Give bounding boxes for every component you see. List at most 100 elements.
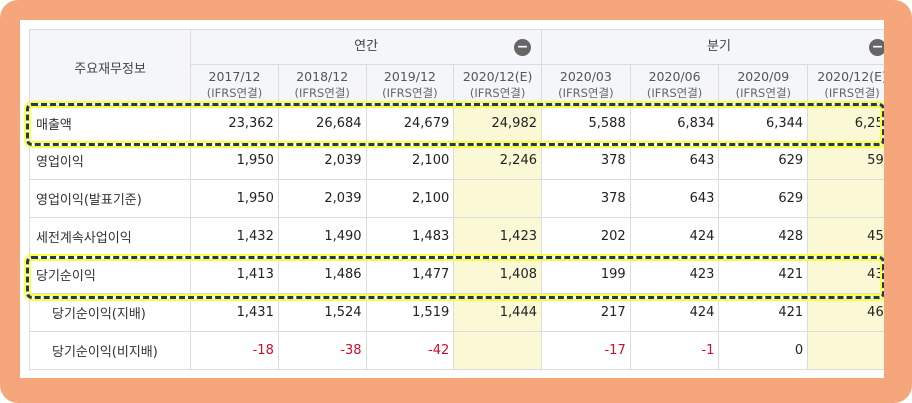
period-basis: (IFRS연결) xyxy=(382,86,438,100)
value-cell: 217 xyxy=(541,293,631,332)
row-label: 매출액 xyxy=(28,105,192,142)
annual-label: 연간 xyxy=(354,39,379,54)
quarterly-group-header: 분기 − xyxy=(541,29,884,65)
period-basis: (IFRS연결) xyxy=(558,86,614,100)
period-basis: (IFRS연결) xyxy=(646,86,703,100)
table-row: 당기순이익(지배) 1,431 1,524 1,519 1,444 217 424 421 46… xyxy=(28,293,884,332)
period-header: 2017/12 (IFRS연결) xyxy=(190,64,279,106)
period-basis: (IFRS연결) xyxy=(824,86,880,100)
row-label: 당기순이익(지배) xyxy=(28,293,192,332)
row-label: 당기순이익 xyxy=(28,255,192,294)
value-cell: 421 xyxy=(718,255,809,294)
quarterly-label: 분기 xyxy=(707,39,731,54)
collapse-annual-icon[interactable]: − xyxy=(514,39,531,56)
value-cell: -17 xyxy=(541,331,631,370)
value-cell: 460 xyxy=(807,293,884,332)
collapse-quarterly-icon[interactable]: − xyxy=(869,39,884,56)
value-cell: 643 xyxy=(629,179,720,218)
value-cell: 1,490 xyxy=(277,217,367,256)
value-cell: 0 xyxy=(718,331,809,370)
value-cell: 24,679 xyxy=(365,105,455,142)
table-row: 매출액 23,362 26,684 24,679 24,982 5,588 6,834 6,3… xyxy=(28,105,884,142)
period-label: 2017/12 xyxy=(208,69,261,84)
value-cell: 629 xyxy=(718,179,809,218)
value-cell: -42 xyxy=(365,331,455,370)
value-cell xyxy=(807,331,884,370)
value-cell: 1,950 xyxy=(190,141,279,180)
value-cell: 5,588 xyxy=(541,105,631,142)
period-header: 2020/06 (IFRS연결) xyxy=(629,64,720,106)
row-label: 영업이익(발표기준) xyxy=(28,179,192,218)
period-basis: (IFRS연결) xyxy=(469,86,526,100)
period-label: 2020/12(E) xyxy=(462,69,533,84)
value-cell: 2,100 xyxy=(365,141,455,180)
period-basis: (IFRS연결) xyxy=(735,86,792,100)
period-header: 2019/12 (IFRS연결) xyxy=(365,64,455,106)
value-cell: 643 xyxy=(629,141,720,180)
period-label: 2019/12 xyxy=(383,69,436,84)
period-header: 2020/09 (IFRS연결) xyxy=(718,64,809,106)
value-cell: 428 xyxy=(718,217,809,256)
period-label: 2018/12 xyxy=(296,69,349,84)
value-cell: 378 xyxy=(541,179,631,218)
value-cell: 2,039 xyxy=(277,141,367,180)
value-cell: 595 xyxy=(807,141,884,180)
value-cell: 1,444 xyxy=(453,293,542,332)
value-cell: 424 xyxy=(629,217,720,256)
value-cell: 2,100 xyxy=(365,179,455,218)
value-cell: 423 xyxy=(629,255,720,294)
value-cell: 424 xyxy=(629,293,720,332)
row-label: 세전계속사업이익 xyxy=(28,217,192,256)
period-basis: (IFRS연결) xyxy=(206,86,263,100)
value-cell: 459 xyxy=(807,217,884,256)
value-cell: 1,432 xyxy=(190,217,279,256)
period-header: 2020/12(E) (IFRS연결) xyxy=(807,64,884,106)
period-label: 2020/03 xyxy=(559,69,612,84)
value-cell: 1,477 xyxy=(365,255,455,294)
value-cell: 1,950 xyxy=(190,179,279,218)
value-cell: 2,246 xyxy=(453,141,542,180)
period-header: 2020/12(E) (IFRS연결) xyxy=(453,64,542,106)
period-basis: (IFRS연결) xyxy=(294,86,350,100)
period-label: 2020/12(E) xyxy=(817,69,884,84)
period-header: 2020/03 (IFRS연결) xyxy=(541,64,631,106)
financial-table: 주요재무정보 연간 − 분기 − 2017/12 (IFRS연결) 2018/12 (… xyxy=(28,29,884,370)
period-label: 2020/09 xyxy=(737,69,790,84)
period-header: 2018/12 (IFRS연결) xyxy=(277,64,367,106)
value-cell xyxy=(807,179,884,218)
value-cell: 1,423 xyxy=(453,217,542,256)
row-label: 당기순이익(비지배) xyxy=(28,331,192,370)
value-cell: 202 xyxy=(541,217,631,256)
value-cell: -38 xyxy=(277,331,367,370)
value-cell: -18 xyxy=(190,331,279,370)
value-cell: 1,413 xyxy=(190,255,279,294)
value-cell: 26,684 xyxy=(277,105,367,142)
value-cell xyxy=(453,331,542,370)
value-cell: -1 xyxy=(629,331,720,370)
value-cell: 1,486 xyxy=(277,255,367,294)
annual-group-header: 연간 − xyxy=(190,29,542,65)
value-cell xyxy=(453,179,542,218)
value-cell: 2,039 xyxy=(277,179,367,218)
value-cell: 1,519 xyxy=(365,293,455,332)
value-cell: 23,362 xyxy=(190,105,279,142)
value-cell: 1,408 xyxy=(453,255,542,294)
value-cell: 24,982 xyxy=(453,105,542,142)
value-cell: 1,431 xyxy=(190,293,279,332)
value-cell: 1,483 xyxy=(365,217,455,256)
value-cell: 437 xyxy=(807,255,884,294)
value-cell: 421 xyxy=(718,293,809,332)
value-cell: 378 xyxy=(541,141,631,180)
table-row: 영업이익(발표기준) 1,950 2,039 2,100 378 643 629 xyxy=(28,179,884,218)
financial-summary-panel: 주요재무정보 연간 − 분기 − 2017/12 (IFRS연결) 2018/12 (… xyxy=(20,20,884,378)
value-cell: 629 xyxy=(718,141,809,180)
value-cell: 1,524 xyxy=(277,293,367,332)
value-cell: 6,834 xyxy=(629,105,720,142)
row-label: 영업이익 xyxy=(28,141,192,180)
table-row: 당기순이익(비지배) -18 -38 -42 -17 -1 0 xyxy=(28,331,884,370)
period-label: 2020/06 xyxy=(648,69,701,84)
